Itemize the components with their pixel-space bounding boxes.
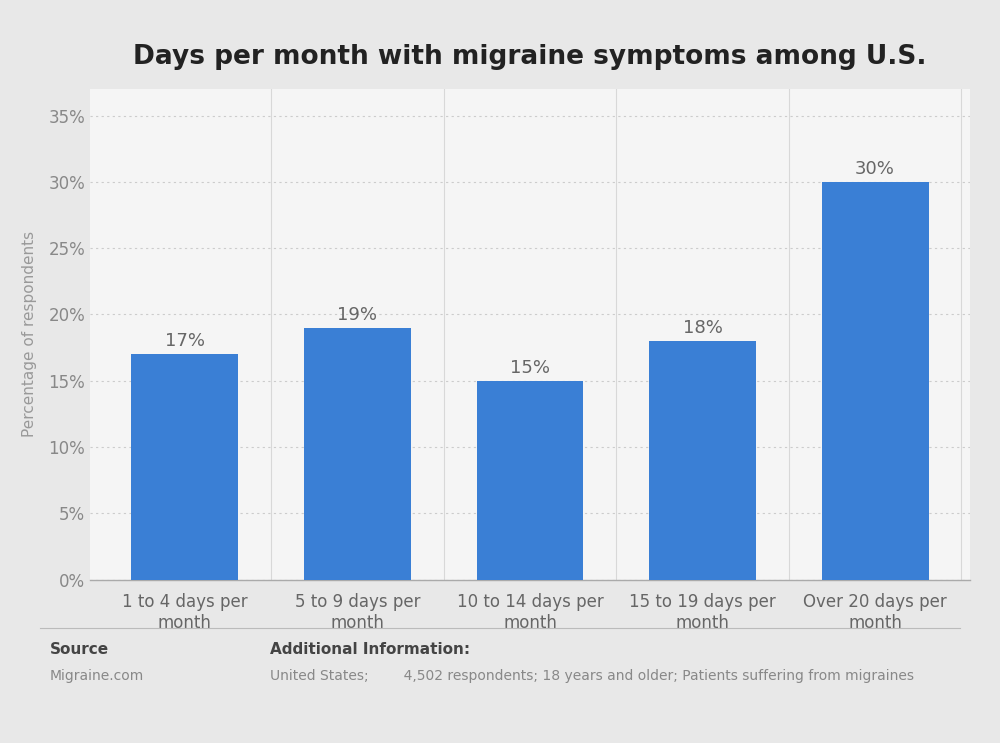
Text: 18%: 18% <box>683 319 722 337</box>
Bar <box>822 182 929 580</box>
Bar <box>649 341 756 580</box>
Bar <box>477 380 583 580</box>
Y-axis label: Percentage of respondents: Percentage of respondents <box>22 231 37 438</box>
Text: United States;        4,502 respondents; 18 years and older; Patients suffering : United States; 4,502 respondents; 18 yea… <box>270 669 914 683</box>
Bar <box>131 354 238 580</box>
Text: 19%: 19% <box>337 306 377 324</box>
Title: Days per month with migraine symptoms among U.S.: Days per month with migraine symptoms am… <box>133 44 927 70</box>
Text: 15%: 15% <box>510 359 550 377</box>
Bar <box>304 328 411 580</box>
Text: 17%: 17% <box>165 332 205 350</box>
Text: Source: Source <box>50 642 109 657</box>
Text: Migraine.com: Migraine.com <box>50 669 144 683</box>
Text: Additional Information:: Additional Information: <box>270 642 470 657</box>
Text: 30%: 30% <box>855 160 895 178</box>
